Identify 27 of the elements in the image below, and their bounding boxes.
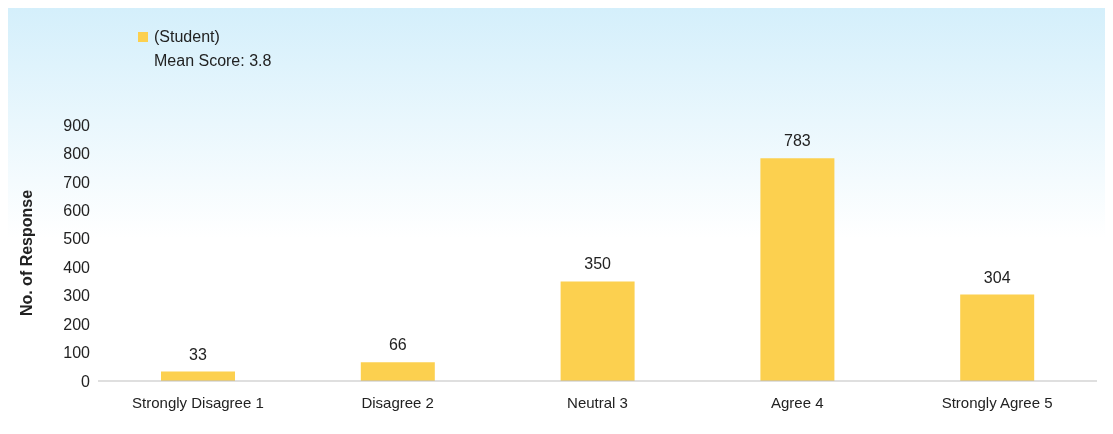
bar [560,281,635,381]
y-tick-label: 300 [63,287,91,305]
y-tick-label: 0 [81,372,91,390]
data-label: 783 [784,132,811,150]
text: Mean Score: 3.8 [154,52,272,70]
x-tick-label: Neutral 3 [567,393,628,411]
y-axis-title: No. of Response [17,189,35,317]
x-tick-label: Strongly Agree 5 [941,393,1053,411]
data-label: 33 [189,345,207,363]
bar [360,362,435,381]
y-tick-label: 400 [63,258,91,276]
y-tick-label: 100 [63,344,91,362]
bar [960,294,1035,381]
y-tick-label: 600 [63,202,91,220]
x-tick-label: Agree 4 [771,393,824,411]
x-tick-label: Strongly Disagree 1 [132,393,264,411]
bar [760,158,835,381]
y-tick-label: 200 [63,315,91,333]
data-label: 66 [388,336,407,354]
y-tick-label: 700 [63,173,91,191]
x-tick-label: Disagree 2 [361,393,434,411]
y-tick-label: 900 [63,116,91,134]
y-tick-label: 800 [63,145,91,163]
legend-label: (Student) [154,28,220,46]
y-tick-label: 500 [63,230,91,248]
data-label: 304 [983,268,1011,286]
data-label: 350 [584,255,612,273]
